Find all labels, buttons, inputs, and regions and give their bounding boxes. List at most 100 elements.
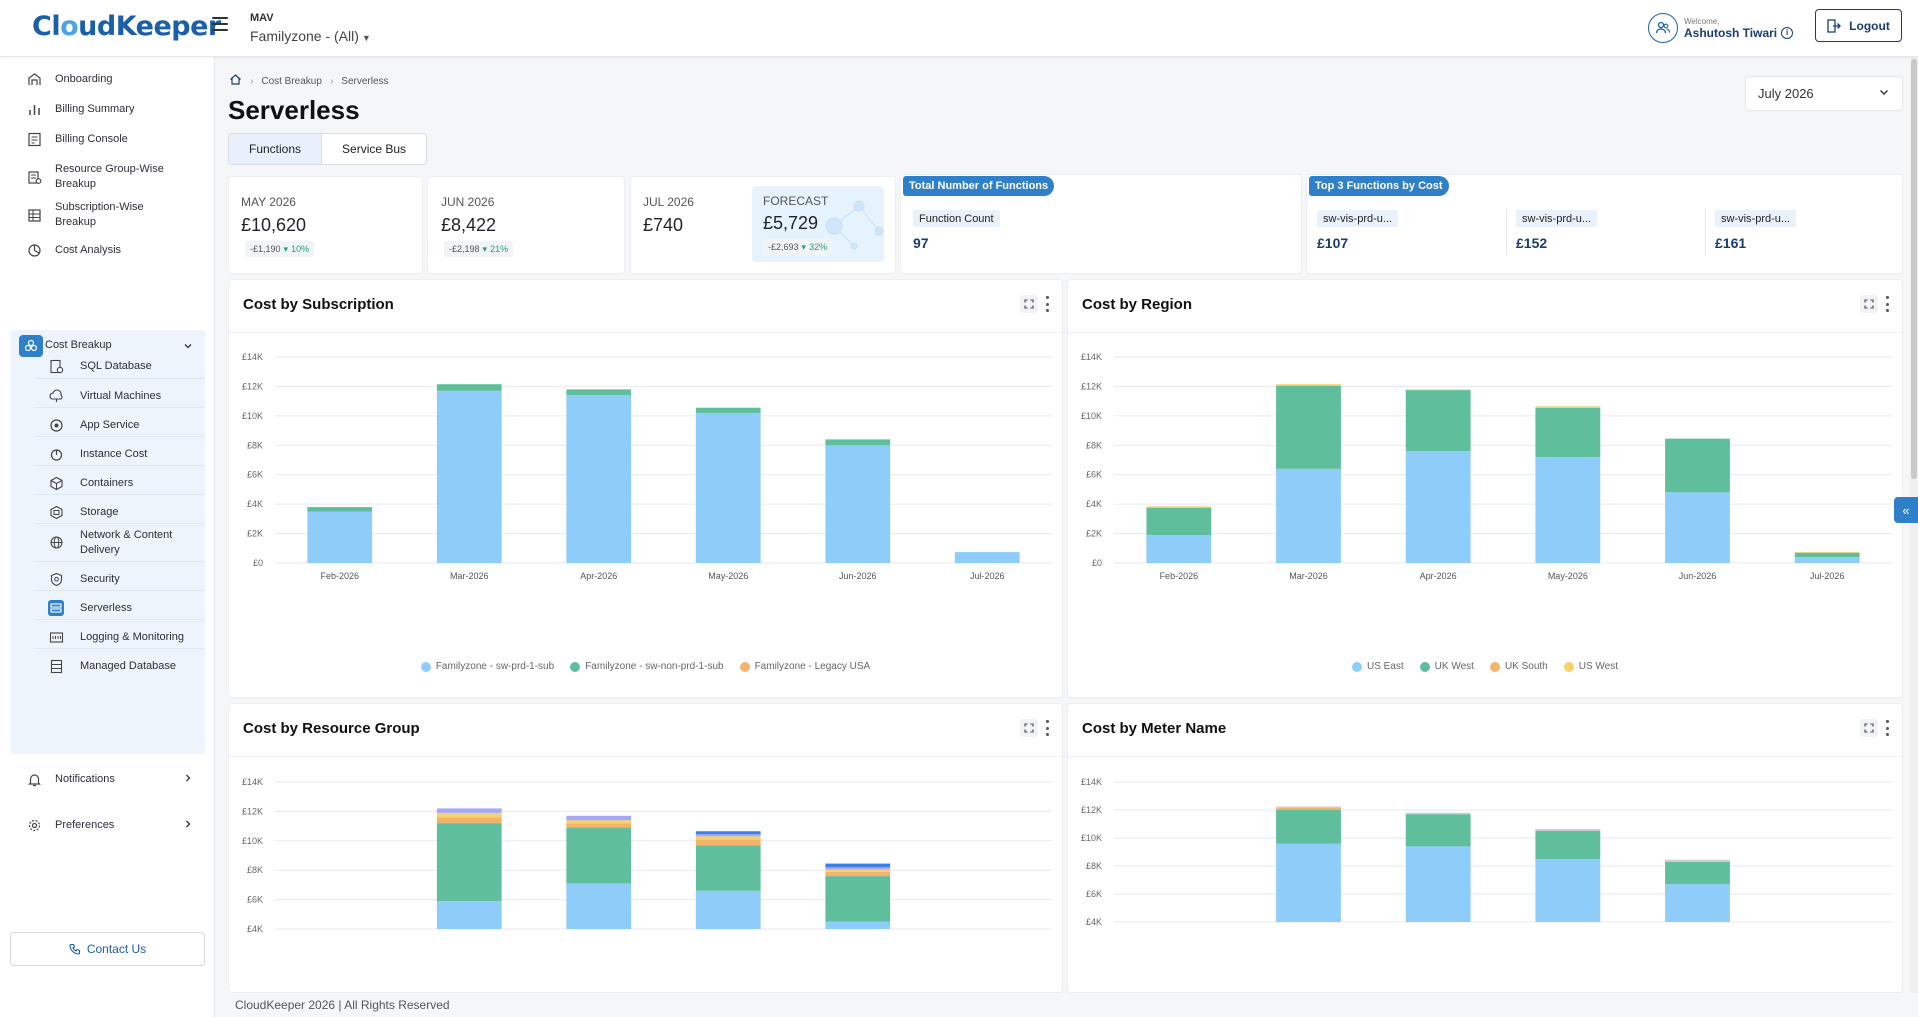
info-icon[interactable]: i	[1781, 26, 1794, 39]
sidebar-item-containers[interactable]: Containers	[35, 465, 205, 500]
x-tick-label: Jun-2026	[1679, 571, 1717, 581]
sidebar-item-security[interactable]: Security	[35, 561, 205, 596]
legend-item[interactable]: US West	[1563, 661, 1618, 672]
bar-segment	[1665, 884, 1730, 922]
stat-label: FORECAST	[763, 194, 829, 208]
expand-icon[interactable]	[1020, 295, 1038, 313]
summary-card-jun: JUN 2026 £8,422 -£2,198 ▾ 21%	[427, 176, 625, 274]
more-options-icon[interactable]	[1044, 296, 1050, 312]
sidebar-item-logging-monitoring[interactable]: Logging & Monitoring	[35, 619, 205, 654]
bar-segment	[566, 823, 632, 828]
scrollbar-thumb[interactable]	[1911, 59, 1917, 479]
user-block[interactable]: Welcome, Ashutosh Tiwari i	[1648, 11, 1794, 45]
account-selector[interactable]: Familyzone - (All) ▼	[250, 28, 371, 44]
sidebar-item-resource-group-wise-breakup[interactable]: Resource Group-Wise Breakup	[8, 161, 205, 193]
x-tick-label: May-2026	[708, 571, 748, 581]
bar-segment	[1405, 451, 1471, 563]
down-arrow-icon: ▾	[482, 243, 488, 254]
logging-icon	[48, 629, 64, 645]
expand-icon[interactable]	[1860, 295, 1878, 313]
bar-segment	[1405, 812, 1471, 815]
bar-segment	[1405, 846, 1471, 922]
bar-segment	[1794, 552, 1860, 558]
sidebar-item-network-content-delivery[interactable]: Network & Content Delivery	[35, 523, 205, 561]
legend-label: Familyzone - sw-prd-1-sub	[435, 661, 555, 672]
sql-database-icon	[48, 359, 64, 375]
tab-functions[interactable]: Functions	[229, 134, 323, 164]
sidebar-item-cost-analysis[interactable]: Cost Analysis	[8, 238, 205, 262]
sidebar-item-billing-console[interactable]: Billing Console	[8, 127, 205, 151]
sidebar-item-onboarding[interactable]: Onboarding	[8, 67, 205, 91]
legend-item[interactable]: UK West	[1419, 661, 1474, 672]
legend-item[interactable]: Familyzone - sw-non-prd-1-sub	[570, 661, 724, 672]
expand-icon[interactable]	[1020, 719, 1038, 737]
sidebar-item-label: Security	[80, 572, 120, 585]
stat-delta: -£1,190 ▾ 10%	[245, 241, 315, 257]
chart-card-cost-by-meter-name: Cost by Meter Name £4K £6K £8K £10K £12K £14K	[1067, 703, 1903, 993]
function-name: sw-vis-prd-u...	[1516, 210, 1598, 227]
bar-segment	[566, 395, 632, 563]
chart-legend: US East UK West UK South US West	[1068, 661, 1902, 672]
sidebar-item-app-service[interactable]: App Service	[35, 407, 205, 442]
hamburger-menu-icon[interactable]	[212, 17, 228, 31]
chevron-right-icon	[183, 818, 193, 832]
tab-service-bus[interactable]: Service Bus	[342, 142, 407, 156]
sidebar-item-notifications[interactable]: Notifications	[8, 767, 205, 791]
chart-card-cost-by-subscription: Cost by Subscription £0 £2K £4K £6K £8K £10K £…	[228, 279, 1063, 698]
bar-segment	[695, 831, 761, 835]
sidebar-item-billing-summary[interactable]: Billing Summary	[8, 97, 205, 121]
page-scrollbar[interactable]	[1910, 57, 1918, 993]
expand-icon[interactable]	[1860, 719, 1878, 737]
legend-item[interactable]: US East	[1351, 661, 1404, 672]
sidebar-item-preferences[interactable]: Preferences	[8, 813, 205, 837]
footer: CloudKeeper 2026 | All Rights Reserved	[215, 993, 1918, 1017]
more-options-icon[interactable]	[1884, 720, 1890, 736]
bar-segment	[695, 836, 761, 840]
chevron-right-icon	[183, 772, 193, 786]
logout-label: Logout	[1849, 18, 1890, 33]
sidebar-item-virtual-machines[interactable]: Virtual Machines	[35, 378, 205, 413]
double-chevron-left-icon[interactable]: «	[1894, 497, 1918, 523]
delta-percent: 32%	[809, 242, 828, 252]
more-options-icon[interactable]	[1884, 296, 1890, 312]
breadcrumb-separator: ›	[250, 75, 254, 87]
sidebar-item-sql-database[interactable]: SQL Database	[35, 349, 205, 384]
subscription-icon	[26, 207, 42, 223]
y-tick-label: £0	[1092, 558, 1102, 568]
legend-swatch	[420, 661, 431, 672]
breadcrumb-cost-breakup[interactable]: Cost Breakup	[261, 75, 322, 87]
sidebar-item-storage[interactable]: Storage	[35, 494, 205, 529]
caret-down-icon: ▼	[361, 33, 371, 43]
month-selector[interactable]: July 2026	[1745, 76, 1903, 111]
legend-item[interactable]: UK South	[1489, 661, 1548, 672]
sidebar-item-label: App Service	[80, 418, 140, 431]
logout-button[interactable]: Logout	[1815, 9, 1902, 42]
bar-segment	[307, 511, 373, 563]
delta-amount: -£1,190	[250, 244, 281, 254]
cloudkeeper-logo[interactable]: Cl o udKeeper	[32, 10, 221, 42]
sidebar-item-managed-database[interactable]: Managed Database	[35, 648, 205, 683]
bar-segment	[695, 890, 761, 929]
contact-us-button[interactable]: Contact Us	[10, 932, 205, 966]
legend-label: Familyzone - Legacy USA	[754, 661, 871, 672]
chart-plot: £4K £6K £8K £10K £12K £14K	[242, 777, 1052, 934]
bar-segment	[825, 921, 891, 929]
legend-label: Familyzone - sw-non-prd-1-sub	[585, 661, 724, 672]
sidebar-item-instance-cost[interactable]: Instance Cost	[35, 436, 205, 471]
legend-item[interactable]: Familyzone - Legacy USA	[739, 661, 871, 672]
sidebar-item-label: Network & Content Delivery	[80, 528, 173, 556]
home-icon[interactable]	[229, 73, 242, 89]
legend-swatch	[1489, 661, 1500, 672]
storage-icon	[48, 504, 64, 520]
function-cost: £107	[1317, 235, 1349, 251]
sidebar-item-subscription-wise-breakup[interactable]: Subscription-Wise Breakup	[8, 199, 205, 231]
sidebar-item-cost-breakup[interactable]: Cost Breakup	[10, 330, 205, 362]
more-options-icon[interactable]	[1044, 720, 1050, 736]
sidebar-item-serverless[interactable]: Serverless	[35, 590, 205, 625]
card-title: Total Number of Functions	[903, 176, 1055, 196]
bar-segment	[307, 507, 373, 512]
bar-segment	[1276, 810, 1341, 844]
chart-card-cost-by-region: Cost by Region £0 £2K £4K £6K £8K £10K £12K £14…	[1067, 279, 1903, 698]
legend-item[interactable]: Familyzone - sw-prd-1-sub	[420, 661, 555, 672]
bar-segment	[954, 552, 1020, 563]
